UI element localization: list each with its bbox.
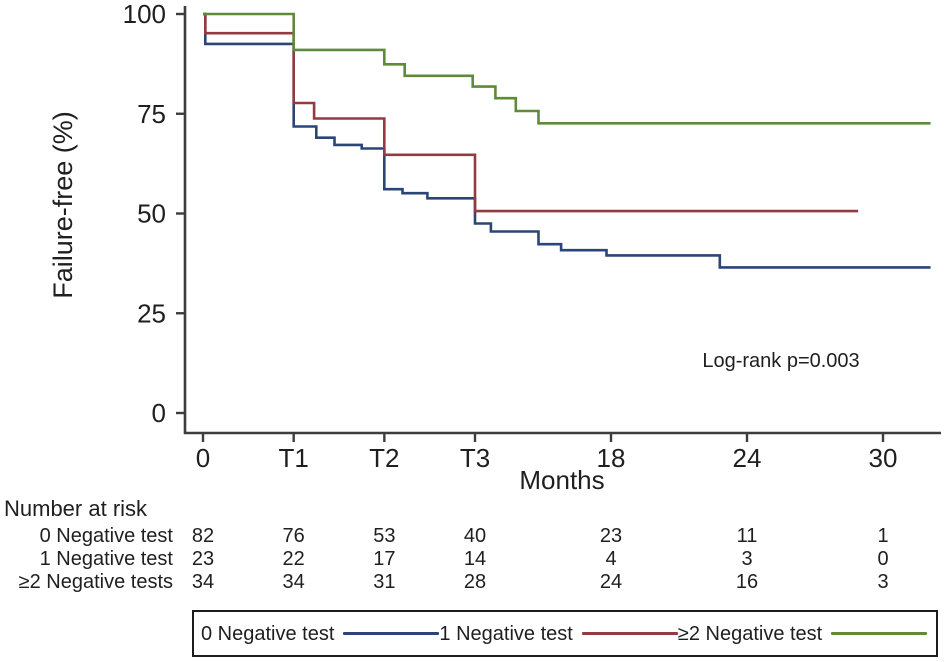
at-risk-value: 16 (736, 571, 758, 593)
legend: 0 Negative test 1 Negative test ≥2 Negat… (192, 610, 938, 657)
x-tick-label: 0 (196, 443, 210, 473)
x-tick-label: T3 (460, 443, 490, 473)
y-tick-label: 75 (137, 99, 166, 129)
at-risk-row-label: ≥2 Negative tests (19, 571, 173, 593)
at-risk-value: 1 (877, 525, 888, 547)
at-risk-value: 24 (600, 571, 622, 593)
at-risk-value: 17 (373, 548, 395, 570)
logrank-annotation: Log-rank p=0.003 (702, 350, 859, 372)
at-risk-value: 14 (464, 548, 486, 570)
at-risk-value: 53 (373, 525, 395, 547)
at-risk-value: 11 (737, 525, 758, 547)
x-tick-label: T2 (369, 443, 399, 473)
curve--2-negative-test (203, 12, 931, 125)
y-tick-label: 100 (123, 0, 166, 29)
at-risk-row-label: 0 Negative test (40, 525, 174, 547)
curve-1-negative-test (203, 12, 859, 213)
at-risk-value: 34 (192, 571, 214, 593)
at-risk-title: Number at risk (4, 496, 148, 521)
at-risk-value: 22 (283, 548, 305, 570)
legend-label: 1 Negative test (439, 622, 573, 645)
at-risk-value: 23 (192, 548, 214, 570)
at-risk-value: 40 (464, 525, 486, 547)
at-risk-value: 76 (283, 525, 305, 547)
y-tick-label: 25 (137, 298, 166, 328)
legend-entry-2plus-negative: ≥2 Negative test (677, 622, 928, 645)
at-risk-value: 3 (877, 571, 888, 593)
at-risk-value: 28 (464, 571, 486, 593)
curve-0-negative-test (203, 12, 931, 269)
at-risk-row-label: 1 Negative test (40, 548, 174, 570)
x-axis-title: Months (519, 465, 604, 495)
x-tick-label: 24 (733, 443, 762, 473)
at-risk-value: 34 (283, 571, 305, 593)
at-risk-value: 4 (605, 548, 616, 570)
at-risk-value: 0 (877, 548, 888, 570)
at-risk-value: 82 (192, 525, 214, 547)
y-axis-title: Failure-free (%) (48, 111, 78, 299)
x-tick-label: T1 (278, 443, 308, 473)
legend-label: 0 Negative test (201, 622, 335, 645)
legend-line-swatch-green (831, 632, 928, 635)
legend-label: ≥2 Negative test (677, 622, 823, 645)
legend-line-swatch-blue (343, 632, 440, 635)
y-tick-label: 0 (152, 398, 166, 428)
x-tick-label: 30 (869, 443, 898, 473)
y-tick-label: 50 (137, 199, 166, 229)
at-risk-value: 23 (600, 525, 622, 547)
legend-entry-1-negative: 1 Negative test (439, 622, 678, 645)
at-risk-value: 3 (741, 548, 752, 570)
legend-line-swatch-red (581, 632, 678, 635)
at-risk-value: 31 (373, 571, 395, 593)
x-tick-label: 18 (597, 443, 626, 473)
legend-entry-0-negative: 0 Negative test (201, 622, 440, 645)
